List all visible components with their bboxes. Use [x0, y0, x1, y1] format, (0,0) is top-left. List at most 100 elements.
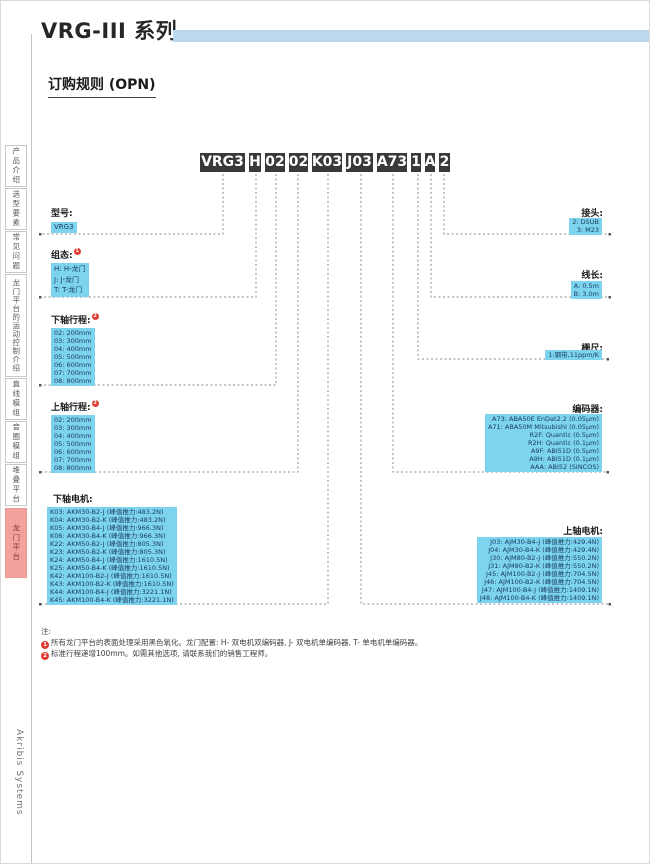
option-item: A73: ABA50E EnDat2.2 (0.05μm) — [492, 415, 599, 423]
option-item: 07: 700mm — [54, 456, 92, 464]
option-item: R2H: Quantic (0.1μm) — [527, 439, 599, 447]
option-item: 04: 400mm — [54, 432, 92, 440]
footnote-2-text: 标准行程递增100mm。如需其他选项, 请联系我们的销售工程师。 — [51, 648, 273, 658]
sidebar-tab-label: 选型要素 — [11, 190, 21, 228]
option-item: VRG3 — [54, 223, 74, 231]
connector-model — [41, 174, 224, 235]
pn-segment-lower-stroke: 02 — [265, 153, 285, 172]
option-item: 02: 200mm — [54, 329, 92, 337]
configuration-group-label: 组态: 1 — [51, 248, 81, 261]
option-item: B: 3.0m — [573, 290, 599, 298]
sidebar-tab-gantry-stage-active: 龙门平台 — [5, 508, 27, 578]
section-heading: 订购规则 (OPN) — [48, 74, 156, 98]
footnotes: 注: 1 所有龙门平台的表面处理采用黑色氧化。龙门配置: H- 双电机双编码器, … — [41, 627, 422, 660]
encoder-label-text: 编码器: — [572, 405, 603, 415]
option-item: 06: 600mm — [54, 361, 92, 369]
note-ref-icon: 2 — [91, 400, 99, 407]
sidebar-tab-selection: 选型要素 — [5, 188, 27, 230]
pn-segment-lower-motor: K03 — [311, 153, 343, 172]
pn-segment-encoder: A73 — [376, 153, 408, 172]
sidebar-tab-product-intro: 产品介绍 — [5, 145, 27, 187]
note-ref-icon: 2 — [91, 313, 99, 320]
option-item: J: J-龙门 — [54, 275, 79, 284]
title-accent-bar — [173, 30, 649, 42]
model-group-label: 型号: — [51, 206, 73, 219]
option-item: K05: AKM30-B4-J (峰值推力:966.3N) — [50, 524, 164, 532]
option-item: 07: 700mm — [54, 369, 92, 377]
sidebar-tab-label: 龙门平台 — [11, 524, 21, 562]
connector-upper-stroke — [41, 174, 299, 473]
option-item: J45: AJM100-B2-J (峰值推力:704.5N) — [486, 570, 599, 578]
pn-segment-upper-motor: J03 — [346, 153, 373, 172]
page-title: VRG-III 系列 — [41, 19, 178, 43]
model-label-text: 型号: — [51, 209, 73, 219]
sidebar-tab-gantry-motion-control: 龙门平台的运动控制介绍 — [5, 274, 27, 377]
option-item: K22: AKM50-B2-J (峰值推力:805.3N) — [50, 540, 164, 548]
encoder-group-label: 编码器: — [572, 402, 603, 415]
option-item: 1:钢带,11ppm/K — [548, 351, 599, 359]
option-item: K04: AKM30-B2-K (峰值推力:483.2N) — [50, 516, 166, 524]
option-item: J31: AJM80-B2-K (峰值推力:550.2N) — [488, 562, 599, 570]
option-item: A9F: ABI51D (0.5μm) — [530, 447, 599, 455]
scale-label-text: 栅尺: — [581, 344, 603, 354]
connector-plug — [443, 174, 609, 235]
option-item: K44: AKM100-B4-J (峰值推力:3221.1N) — [50, 588, 172, 596]
option-item: K42: AKM100-B2-J (峰值推力:1610.5N) — [50, 572, 172, 580]
pn-segment-cable: A — [424, 153, 436, 172]
sidebar-tab-label: 直线模组 — [11, 380, 21, 418]
cable-group-label: 线长: — [581, 268, 603, 281]
option-item: A9H: ABI51D (0.1μm) — [529, 455, 599, 463]
option-item: J03: AJM30-B4-J (峰值推力:429.4N) — [490, 538, 599, 546]
option-item: 05: 500mm — [54, 440, 92, 448]
pn-segment-connector: 2 — [439, 153, 450, 172]
option-item: 03: 300mm — [54, 424, 92, 432]
option-item: K23: AKM50-B2-K (峰值推力:805.3N) — [50, 548, 166, 556]
lower-stroke-label-text: 下轴行程: — [51, 316, 91, 326]
lower-motor-group-label: 下轴电机: — [53, 492, 93, 505]
footnote-heading: 注: — [41, 627, 52, 636]
sidebar-tab-label: 音圈模组 — [11, 423, 21, 461]
sidebar-tab-linear-module: 直线模组 — [5, 378, 27, 420]
footnote-1: 1 所有龙门平台的表面处理采用黑色氧化。龙门配置: H- 双电机双编码器, J- … — [41, 638, 422, 649]
footnote-1-text: 所有龙门平台的表面处理采用黑色氧化。龙门配置: H- 双电机双编码器, J- 双… — [51, 637, 423, 647]
lower-stroke-options: 02: 200mm 03: 300mm 04: 400mm 05: 500mm 06: … — [51, 328, 95, 386]
upper-stroke-label-text: 上轴行程: — [51, 403, 91, 413]
option-item: 3: M23 — [576, 225, 599, 234]
plug-group-label: 接头: — [581, 206, 603, 219]
option-item: K06: AKM30-B4-K (峰值推力:966.3N) — [50, 532, 166, 540]
option-item: R2F: Quantic (0.5μm) — [529, 431, 599, 439]
plug-label-text: 接头: — [581, 209, 603, 219]
option-item: 08: 800mm — [54, 464, 92, 472]
cable-label-text: 线长: — [581, 271, 603, 281]
cable-options: A: 0.5m B: 3.0m — [570, 281, 602, 299]
upper-motor-label-text: 上轴电机: — [563, 527, 603, 537]
footnote-2: 2 标准行程递增100mm。如需其他选项, 请联系我们的销售工程师。 — [41, 649, 422, 660]
option-item: 04: 400mm — [54, 345, 92, 353]
option-item: A71: ABA50M Mitsubishi (0.05μm) — [487, 423, 599, 431]
connector-upper-motor — [360, 174, 609, 605]
option-item: AAA: ABI52 (SINCOS) — [530, 463, 599, 471]
option-item: 03: 300mm — [54, 337, 92, 345]
upper-motor-options: J03: AJM30-B4-J (峰值推力:429.4N) J04: AJM30-… — [476, 537, 602, 603]
option-item: K43: AKM100-B2-K (峰值推力:1610.5N) — [50, 580, 174, 588]
pn-segment-model: VRG3 — [200, 153, 245, 172]
option-item: K45: AKM100-B4-K (峰值推力:3221.1N) — [50, 596, 174, 604]
connector-cable — [430, 174, 609, 298]
connector-scale — [417, 174, 607, 360]
option-item: A: 0.5m — [573, 282, 599, 290]
upper-stroke-group-label: 上轴行程: 2 — [51, 400, 99, 413]
pn-segment-scale: 1 — [411, 153, 421, 172]
option-item: K25: AKM50-B4-K (峰值推力:1610.5N) — [50, 564, 170, 572]
option-item: J47: AJM100-B4-J (峰值推力:1409.1N) — [481, 586, 599, 594]
sidebar-tab-voice-coil-module: 音圈模组 — [5, 421, 27, 463]
option-item: J46: AJM100-B2-K (峰值推力:704.5N) — [484, 578, 599, 586]
lower-motor-options: K03: AKM30-B2-J (峰值推力:483.2N) K04: AKM30-… — [47, 507, 177, 605]
option-item: J48: AJM100-B4-K (峰值推力:1409.1N) — [479, 594, 599, 602]
option-item: 02: 200mm — [54, 416, 92, 424]
option-item: K24: AKM50-B4-J (峰值推力:1610.5N) — [50, 556, 168, 564]
option-item: 05: 500mm — [54, 353, 92, 361]
sidebar-tab-faq: 常见问题 — [5, 231, 27, 273]
pn-segment-configuration: H — [249, 153, 261, 172]
part-number-bar: VRG3 H 02 02 K03 J03 A73 1 A 2 — [200, 153, 450, 172]
